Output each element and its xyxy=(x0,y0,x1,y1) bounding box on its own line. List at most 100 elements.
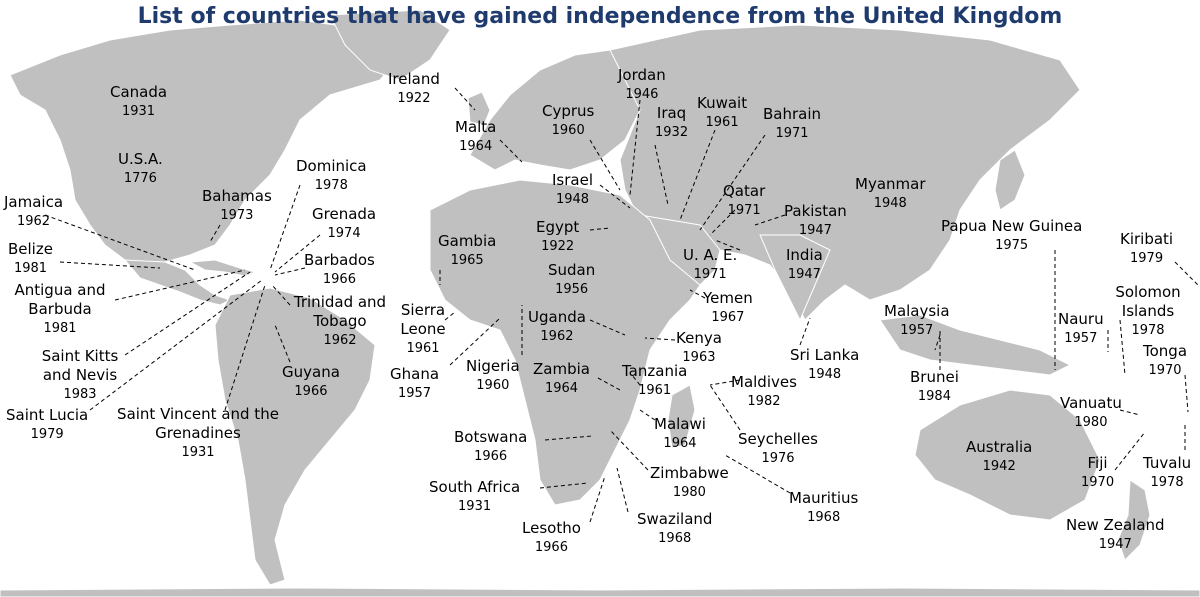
leader-fiji xyxy=(1114,431,1146,471)
leader-malaysia xyxy=(934,334,941,351)
landmass-australia xyxy=(914,389,1101,521)
landmass-japan xyxy=(994,149,1026,211)
landmass-caribbean xyxy=(188,259,257,277)
landmass-africa xyxy=(429,179,701,506)
leader-mauritius xyxy=(724,454,791,494)
leader-bahrain xyxy=(699,134,766,231)
label-nauru: Nauru 1957 xyxy=(1058,310,1104,346)
landmass-madagascar xyxy=(667,384,696,449)
landmass-maritime-southeast-asia xyxy=(879,314,1072,376)
label-jordan: Jordan 1946 xyxy=(618,66,666,102)
leader-maldives xyxy=(709,379,741,386)
label-kenya: Kenya 1963 xyxy=(676,329,722,365)
leader-seychelles xyxy=(709,384,741,431)
label-ghana: Ghana 1957 xyxy=(390,365,440,401)
label-sierra-leone: Sierra Leone 1961 xyxy=(400,301,446,356)
leader-iraq xyxy=(654,144,669,206)
landmass-central-america xyxy=(123,259,232,306)
label-usa: U.S.A. 1776 xyxy=(118,150,163,186)
label-south-africa: South Africa 1931 xyxy=(429,478,521,514)
leader-st-lucia xyxy=(89,279,263,411)
leader-tanzania xyxy=(631,374,641,386)
label-belize: Belize 1981 xyxy=(8,240,53,276)
label-trinidad-tobago: Trinidad and Tobago 1962 xyxy=(293,293,387,348)
map-title: List of countries that have gained indep… xyxy=(137,4,1063,29)
leader-kenya xyxy=(644,337,676,341)
label-swaziland: Swaziland 1968 xyxy=(637,510,713,546)
label-solomon-islands: Solomon Islands 1978 xyxy=(1115,283,1181,338)
leader-barbados xyxy=(274,267,306,276)
label-kiribati: Kiribati 1979 xyxy=(1120,230,1174,266)
label-malawi: Malawi 1964 xyxy=(654,415,706,451)
leader-ireland xyxy=(454,87,476,111)
label-nigeria: Nigeria 1960 xyxy=(466,357,520,393)
label-uae: U. A. E. 1971 xyxy=(683,246,738,282)
leader-qatar xyxy=(709,209,736,236)
label-sudan: Sudan 1956 xyxy=(548,261,596,297)
label-lesotho: Lesotho 1966 xyxy=(522,519,581,555)
leader-grenada xyxy=(274,234,321,273)
leader-malta xyxy=(499,139,523,163)
label-cyprus: Cyprus 1960 xyxy=(542,102,595,138)
label-tuvalu: Tuvalu 1978 xyxy=(1143,454,1192,490)
label-kuwait: Kuwait 1961 xyxy=(697,94,748,130)
label-india: India 1947 xyxy=(786,246,823,282)
label-antigua-barbuda: Antigua and Barbuda 1981 xyxy=(14,281,106,336)
label-qatar: Qatar 1971 xyxy=(723,182,766,218)
label-canada: Canada 1931 xyxy=(110,83,168,119)
label-myanmar: Myanmar 1948 xyxy=(855,175,926,211)
leader-tonga xyxy=(1184,374,1189,413)
leader-malawi xyxy=(639,409,656,421)
label-vanuatu: Vanuatu 1980 xyxy=(1060,394,1122,430)
label-dominica: Dominica 1978 xyxy=(296,157,367,193)
label-pakistan: Pakistan 1947 xyxy=(784,202,847,238)
label-bahamas: Bahamas 1973 xyxy=(202,187,272,223)
leader-pakistan xyxy=(754,214,786,226)
label-uganda: Uganda 1962 xyxy=(528,308,586,344)
leader-israel xyxy=(599,184,631,209)
label-fiji: Fiji 1970 xyxy=(1081,454,1115,490)
label-guyana: Guyana 1966 xyxy=(282,363,340,399)
landmass-north-america xyxy=(9,19,401,269)
leader-vanuatu xyxy=(1119,409,1141,416)
label-saint-kitts-nevis: Saint Kitts and Nevis 1983 xyxy=(41,347,119,402)
label-jamaica: Jamaica 1962 xyxy=(4,193,64,229)
label-zambia: Zambia 1964 xyxy=(533,360,590,396)
label-zimbabwe: Zimbabwe 1980 xyxy=(650,464,729,500)
label-malta: Malta 1964 xyxy=(455,118,497,154)
landmass-antarctica xyxy=(0,587,1200,597)
leader-yemen xyxy=(689,289,706,299)
label-new-zealand: New Zealand 1947 xyxy=(1066,516,1165,552)
landmass-india xyxy=(759,234,831,322)
label-ireland: Ireland 1922 xyxy=(388,70,440,106)
leader-sri-lanka xyxy=(799,317,811,346)
leader-trinidad xyxy=(271,284,291,306)
label-australia: Australia 1942 xyxy=(966,438,1033,474)
landmass-new-zealand xyxy=(1117,479,1151,561)
label-brunei: Brunei 1984 xyxy=(910,368,959,404)
label-papua-new-guinea: Papua New Guinea 1975 xyxy=(941,217,1083,253)
label-egypt: Egypt 1922 xyxy=(536,218,580,254)
leader-lines xyxy=(44,87,1199,523)
leader-sierra-leone xyxy=(444,311,456,321)
leader-uae xyxy=(714,239,741,251)
label-seychelles: Seychelles 1976 xyxy=(738,430,818,466)
label-barbados: Barbados 1966 xyxy=(304,251,375,287)
leader-kuwait xyxy=(679,129,716,221)
leader-dominica xyxy=(269,184,301,271)
leader-egypt xyxy=(589,227,611,231)
leader-solomon xyxy=(1119,319,1126,376)
label-tonga: Tonga 1970 xyxy=(1143,342,1188,378)
label-gambia: Gambia 1965 xyxy=(438,232,497,268)
leader-lesotho xyxy=(589,475,606,523)
leader-swaziland xyxy=(616,467,629,513)
label-tanzania: Tanzania 1961 xyxy=(622,362,688,398)
label-botswana: Botswana 1966 xyxy=(454,428,528,464)
landmass-british-isles xyxy=(467,91,491,126)
leader-ghana xyxy=(449,317,501,366)
label-bahrain: Bahrain 1971 xyxy=(763,105,822,141)
landmass-south-america xyxy=(214,287,376,586)
label-saint-lucia: Saint Lucia 1979 xyxy=(6,406,89,442)
label-sri-lanka: Sri Lanka 1948 xyxy=(790,346,860,382)
